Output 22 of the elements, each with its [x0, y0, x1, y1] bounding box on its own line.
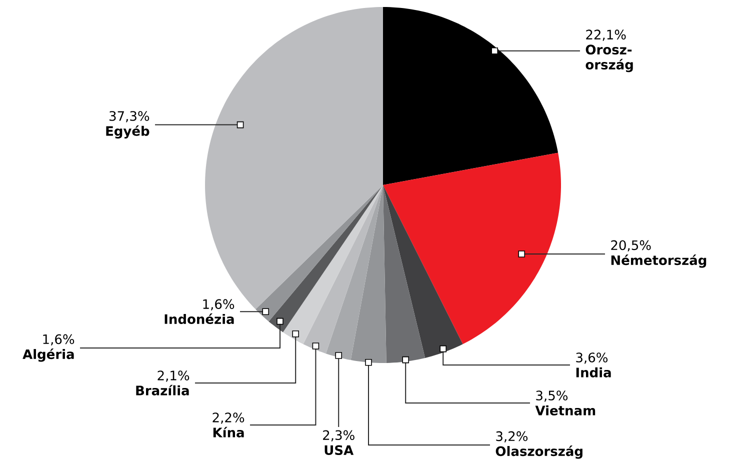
- data-label: 1,6%: [203, 299, 234, 310]
- data-label: 2,2%: [212, 412, 244, 424]
- slice-label: India: [576, 367, 611, 378]
- data-label: 1,6%: [43, 334, 74, 346]
- slice-label: Indonézia: [164, 313, 234, 324]
- data-label: 2,3%: [323, 430, 354, 442]
- slice-label: Németország: [611, 254, 706, 268]
- data-label: 2,1%: [158, 370, 190, 382]
- slice-label: Algéria: [22, 348, 74, 362]
- data-label: 3,5%: [536, 390, 568, 402]
- slice-label: Olaszország: [496, 446, 582, 459]
- slice-label: Brazília: [136, 384, 189, 396]
- slice-label: Egyéb: [106, 125, 150, 139]
- data-label: 22,1%: [586, 30, 626, 41]
- slice-label: Kína: [213, 426, 244, 438]
- data-label: 37,3%: [110, 111, 150, 122]
- data-label: 3,2%: [496, 431, 528, 442]
- data-label: 3,6%: [576, 352, 608, 364]
- data-label: 20,5%: [611, 240, 651, 252]
- slice-label: USA: [324, 445, 354, 456]
- slice-label: Vietnam: [535, 405, 596, 416]
- slice-label: Orosz-ország: [586, 44, 633, 72]
